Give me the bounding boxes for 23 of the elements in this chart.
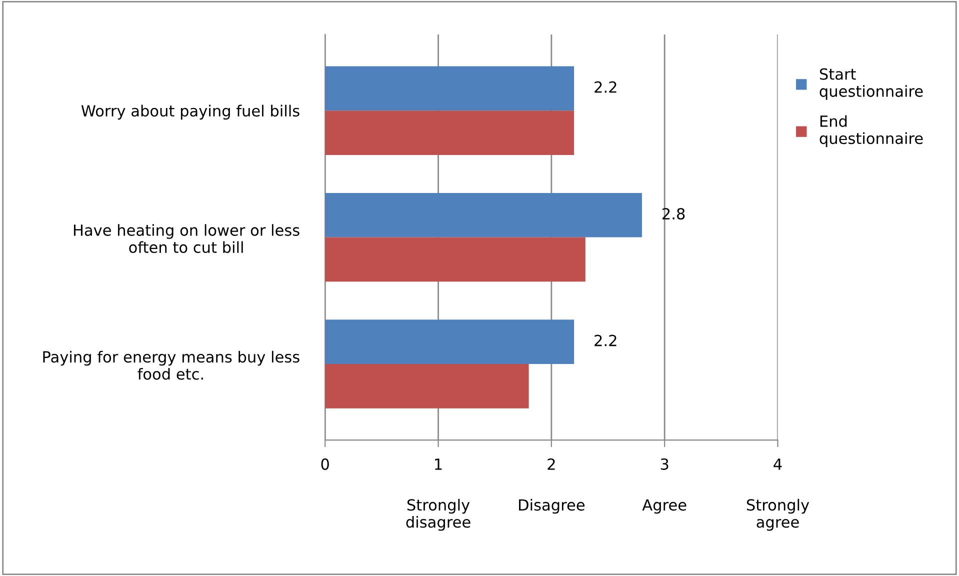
bar	[325, 192, 642, 238]
x-tick-label: 1	[435, 458, 442, 470]
bar	[325, 320, 574, 364]
text: Disagree	[519, 498, 584, 514]
bar	[325, 110, 574, 155]
bar	[325, 364, 529, 408]
y-tick-label: Worry about paying fuel bills	[81, 104, 300, 120]
bar	[325, 237, 586, 282]
y-tick-label: Paying for energy means buy less food etc.	[43, 350, 300, 380]
text: Strongly disagree	[406, 498, 470, 531]
x-tick-label: 0	[321, 458, 329, 470]
legend-label: Start questionnaire	[820, 68, 923, 100]
data-label: 2.8	[662, 208, 685, 220]
y-tick-label: Have heating on lower or less often to cut bill	[74, 224, 300, 254]
data-label: 2.2	[594, 334, 616, 346]
text: Strongly agree	[746, 498, 810, 531]
x-tick-label: 2	[548, 458, 555, 470]
data-label: 2.2	[594, 81, 616, 93]
legend-label: End questionnaire	[820, 115, 923, 148]
text: Agree	[642, 499, 686, 514]
bar	[325, 66, 574, 111]
x-tick-label: 3	[660, 458, 668, 470]
x-tick-label: 4	[774, 458, 782, 470]
